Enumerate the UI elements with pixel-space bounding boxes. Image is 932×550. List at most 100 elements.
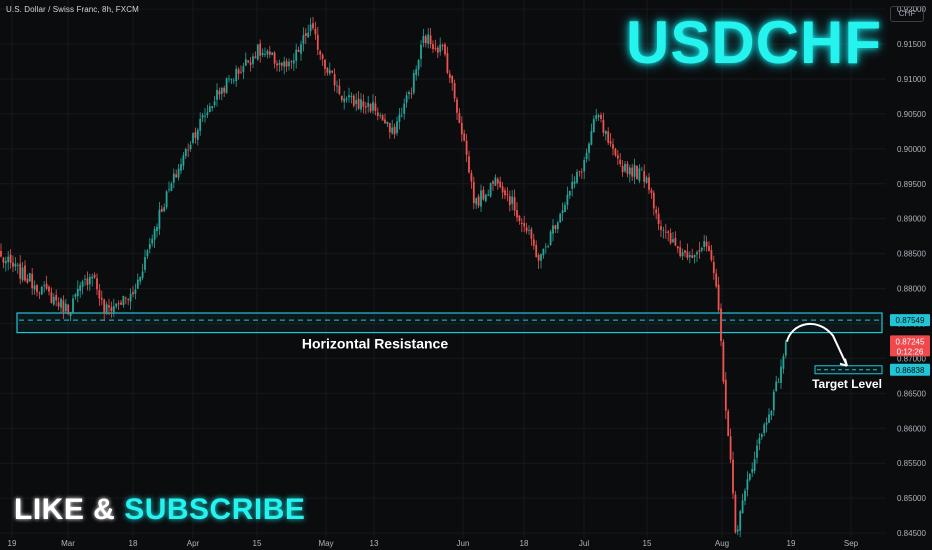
candle-body[interactable] [391,127,394,134]
candle-body[interactable] [264,53,266,55]
candle-body[interactable] [669,233,672,244]
candle-body[interactable] [549,231,552,245]
candle-body[interactable] [484,194,487,202]
candle-body[interactable] [76,288,79,296]
candle-body[interactable] [319,51,322,55]
candle-body[interactable] [153,229,156,240]
candle-body[interactable] [81,281,84,287]
candle-body[interactable] [528,229,530,231]
candle-body[interactable] [784,341,787,356]
candle-body[interactable] [439,44,442,52]
candle-body[interactable] [489,183,492,197]
candle-body[interactable] [458,113,461,123]
candle-body[interactable] [96,278,98,290]
candle-body[interactable] [220,87,223,94]
candle-body[interactable] [688,254,691,257]
candle-body[interactable] [520,222,523,225]
candle-body[interactable] [67,304,70,315]
candle-body[interactable] [386,121,389,125]
candle-body[interactable] [343,98,346,102]
candle-body[interactable] [664,231,667,233]
candle-body[interactable] [33,285,36,290]
candle-body[interactable] [367,102,370,107]
candle-body[interactable] [532,239,535,246]
candle-body[interactable] [271,52,274,56]
candle-body[interactable] [146,250,149,257]
candle-body[interactable] [552,225,554,234]
candle-body[interactable] [328,70,331,74]
candle-body[interactable] [530,229,533,239]
candle-body[interactable] [45,283,48,289]
candle-body[interactable] [208,106,211,113]
candle-body[interactable] [350,95,353,97]
candle-body[interactable] [748,474,751,480]
candle-body[interactable] [525,227,528,232]
candle-body[interactable] [753,459,756,472]
candle-body[interactable] [355,100,358,104]
candle-body[interactable] [441,45,444,47]
candle-body[interactable] [285,61,288,67]
candle-body[interactable] [597,115,600,118]
candle-body[interactable] [55,295,58,301]
candle-body[interactable] [475,198,478,205]
resistance-zone[interactable] [16,312,883,334]
candle-body[interactable] [340,95,343,101]
candle-body[interactable] [283,61,286,67]
candle-body[interactable] [369,103,372,112]
candle-body[interactable] [24,265,26,281]
candle-body[interactable] [782,356,785,369]
candle-body[interactable] [667,231,670,233]
candle-body[interactable] [158,209,161,229]
candle-body[interactable] [422,35,425,43]
candle-body[interactable] [722,341,725,382]
candle-body[interactable] [393,126,396,135]
candle-body[interactable] [496,178,499,184]
candle-body[interactable] [403,103,406,114]
candle-body[interactable] [770,411,773,416]
candle-body[interactable] [456,99,458,113]
candle-body[interactable] [374,103,377,112]
candle-body[interactable] [57,302,60,307]
candle-body[interactable] [336,85,338,87]
candle-body[interactable] [513,197,516,211]
candle-body[interactable] [636,166,638,180]
candle-body[interactable] [261,52,264,56]
candle-body[interactable] [434,48,437,49]
candle-body[interactable] [204,115,206,117]
candle-body[interactable] [384,119,386,124]
candle-body[interactable] [259,43,262,56]
candle-body[interactable] [151,238,154,244]
candle-body[interactable] [105,304,108,314]
candle-body[interactable] [304,33,307,36]
candle-body[interactable] [379,114,382,116]
candle-body[interactable] [482,189,485,200]
candle-body[interactable] [213,101,216,106]
currency-button[interactable]: CHF [890,6,924,22]
candle-body[interactable] [705,241,708,247]
candle-body[interactable] [408,92,410,95]
candle-body[interactable] [628,167,631,175]
candle-body[interactable] [571,181,574,189]
candle-body[interactable] [602,119,605,133]
candle-body[interactable] [650,190,653,193]
candle-body[interactable] [405,95,408,103]
candle-body[interactable] [148,244,151,249]
time-axis[interactable]: 19 Mar 18 Apr 15 May 13 Jun 18 Jul 15 Aug 19 Sep [8,539,859,548]
candle-body[interactable] [333,74,336,86]
candle-body[interactable] [228,78,230,80]
candle-body[interactable] [777,382,780,383]
candle-body[interactable] [453,82,456,99]
candle-body[interactable] [686,251,689,259]
candle-body[interactable] [31,273,34,289]
candle-body[interactable] [652,192,655,209]
candle-body[interactable] [280,62,283,66]
candle-body[interactable] [494,177,497,186]
candle-body[interactable] [703,240,706,247]
candle-body[interactable] [468,156,470,173]
candle-body[interactable] [64,303,67,312]
candle-body[interactable] [672,239,674,243]
candle-body[interactable] [542,248,545,256]
candle-body[interactable] [40,286,43,295]
candle-body[interactable] [120,302,122,305]
candle-body[interactable] [415,69,418,75]
